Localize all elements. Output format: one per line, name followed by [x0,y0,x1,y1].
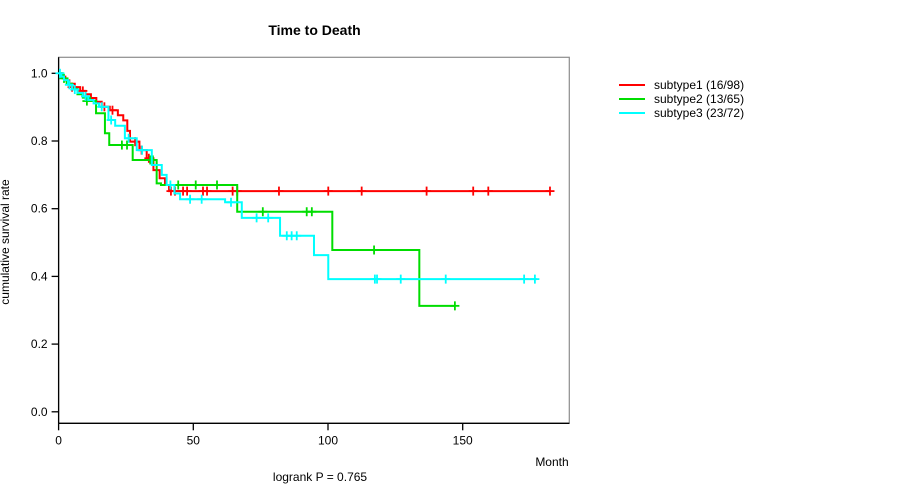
legend: subtype1 (16/98) subtype2 (13/65) subtype3… [619,78,744,120]
legend-line-sample [619,112,645,114]
x-axis-label: Month [535,455,569,469]
legend-row: subtype1 (16/98) [619,78,744,92]
legend-label: subtype3 (23/72) [654,106,745,120]
legend-label: subtype2 (13/65) [654,92,745,106]
y-tick-label: 1.0 [31,66,48,80]
y-tick-label: 0.2 [31,337,48,351]
legend-line-sample [619,84,645,86]
x-tick-label: 150 [453,433,473,447]
x-tick-label: 50 [187,433,201,447]
y-tick-label: 0.0 [31,405,48,419]
legend-label: subtype1 (16/98) [654,78,745,92]
x-tick-label: 100 [318,433,338,447]
y-tick-label: 0.4 [31,269,48,283]
y-axis-label: cumulative survival rate [0,179,12,305]
legend-row: subtype3 (23/72) [619,106,744,120]
logrank-annotation: logrank P = 0.765 [272,470,368,484]
survival-curve-3 [58,72,537,281]
legend-row: subtype2 (13/65) [619,92,744,106]
legend-line-sample [619,98,645,100]
chart-title: Time to Death [268,22,361,38]
survival-curve-2 [58,72,455,307]
x-tick-label: 0 [55,433,62,447]
y-tick-label: 0.6 [31,202,48,216]
y-tick-label: 0.8 [31,134,48,148]
survival-curve-1 [58,72,552,193]
